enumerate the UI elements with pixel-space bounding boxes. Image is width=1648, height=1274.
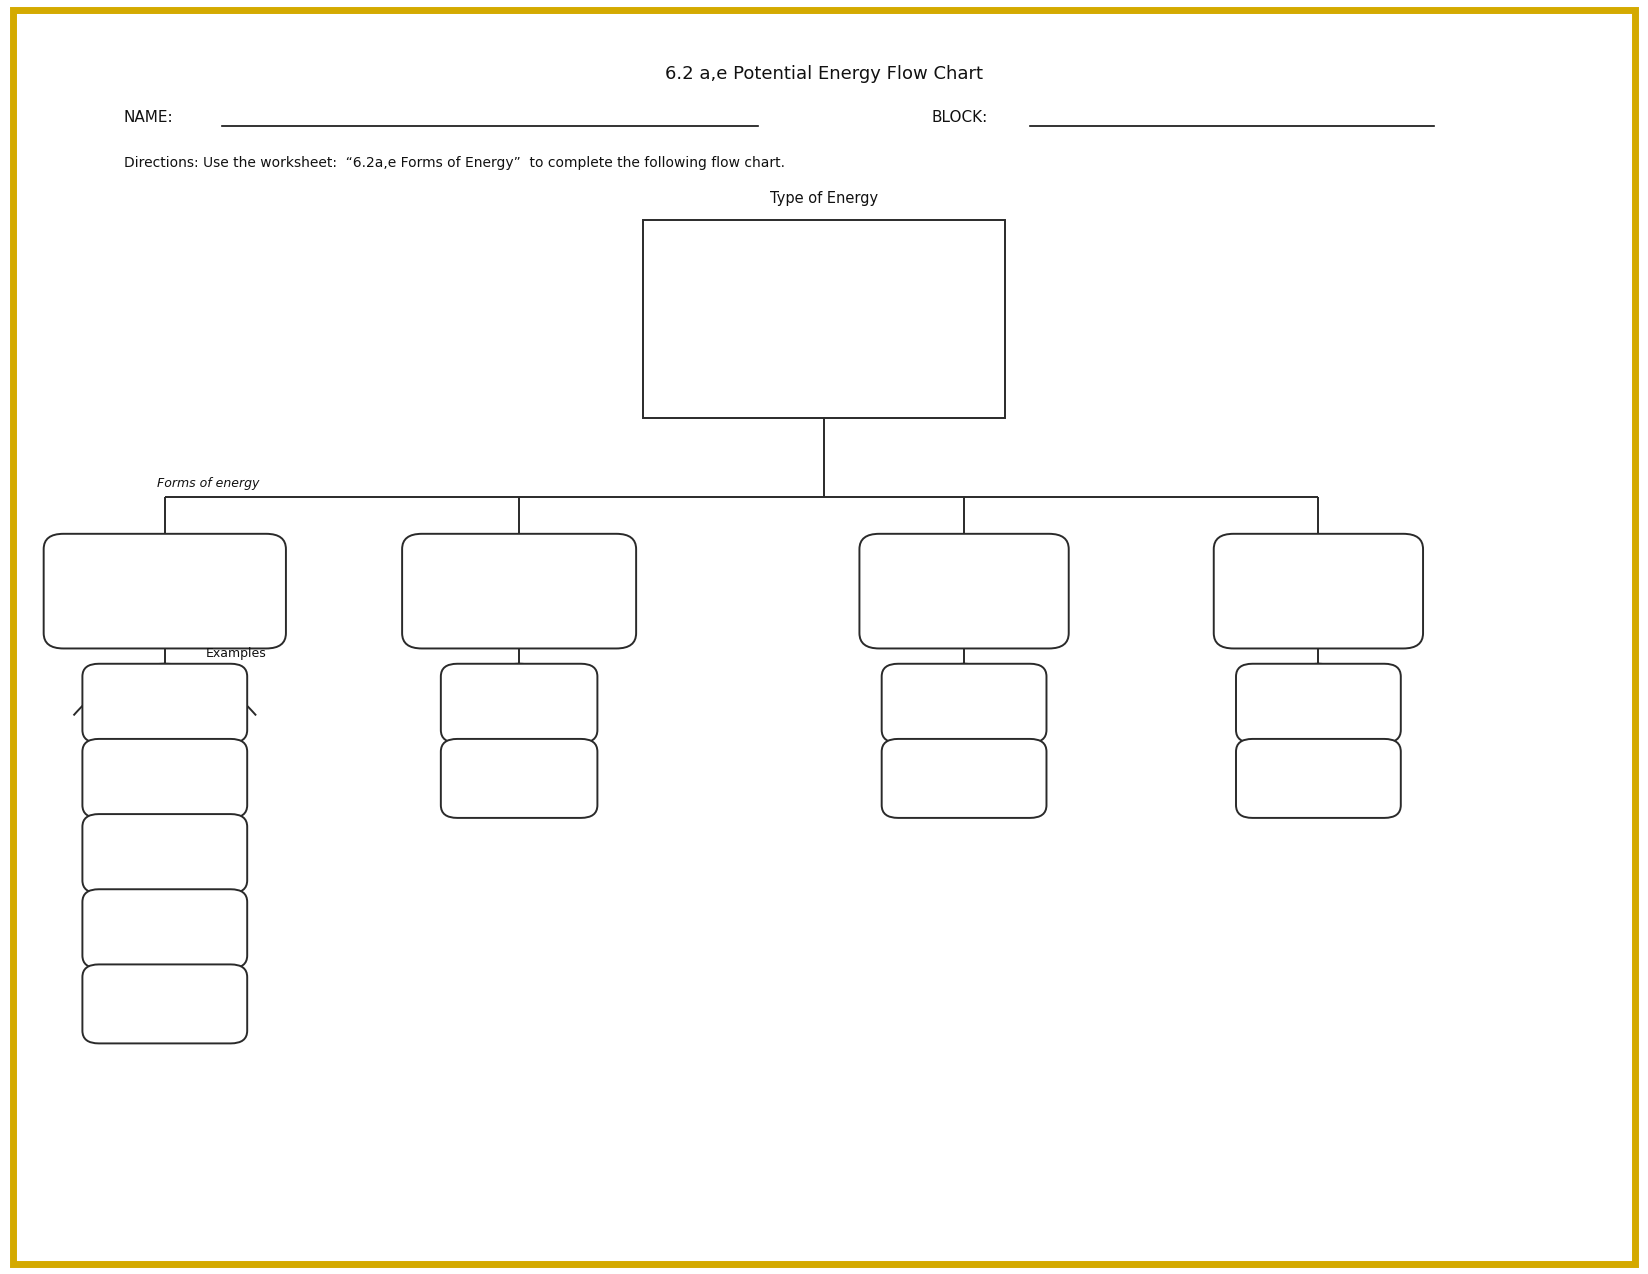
Text: BLOCK:: BLOCK: xyxy=(931,110,987,125)
Text: Examples: Examples xyxy=(206,647,267,660)
FancyBboxPatch shape xyxy=(82,664,247,743)
FancyBboxPatch shape xyxy=(859,534,1068,648)
FancyBboxPatch shape xyxy=(1236,664,1401,743)
Text: Forms of energy: Forms of energy xyxy=(157,478,259,490)
FancyBboxPatch shape xyxy=(43,534,287,648)
FancyBboxPatch shape xyxy=(442,739,598,818)
FancyBboxPatch shape xyxy=(82,814,247,893)
FancyBboxPatch shape xyxy=(82,889,247,968)
FancyBboxPatch shape xyxy=(442,664,598,743)
Text: NAME:: NAME: xyxy=(124,110,173,125)
Text: Type of Energy: Type of Energy xyxy=(770,191,878,206)
Bar xyxy=(643,220,1005,418)
FancyBboxPatch shape xyxy=(882,739,1046,818)
Text: 6.2 a,e Potential Energy Flow Chart: 6.2 a,e Potential Energy Flow Chart xyxy=(666,65,982,83)
FancyBboxPatch shape xyxy=(82,739,247,818)
FancyBboxPatch shape xyxy=(82,964,247,1043)
FancyBboxPatch shape xyxy=(1236,739,1401,818)
Text: Directions: Use the worksheet:  “6.2a,e Forms of Energy”  to complete the follow: Directions: Use the worksheet: “6.2a,e F… xyxy=(124,157,784,169)
FancyBboxPatch shape xyxy=(1213,534,1422,648)
FancyBboxPatch shape xyxy=(882,664,1046,743)
FancyBboxPatch shape xyxy=(402,534,636,648)
